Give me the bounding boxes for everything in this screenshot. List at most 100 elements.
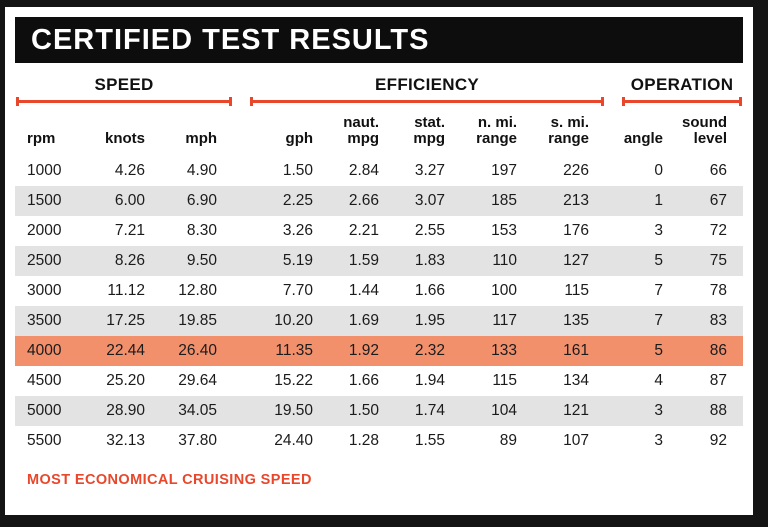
cell-angle: 3 xyxy=(654,432,664,449)
group-bracket-line xyxy=(622,97,743,106)
cell-s_mi_range: 134 xyxy=(563,372,590,389)
column-spacer xyxy=(233,336,250,366)
group-bracket-line xyxy=(16,97,233,106)
cell-rpm: 2500 xyxy=(15,246,79,276)
column-spacer xyxy=(605,216,621,246)
cell-n_mi_range: 185 xyxy=(461,186,534,216)
cell-gph: 24.40 xyxy=(274,432,314,449)
cell-angle: 3 xyxy=(621,396,680,426)
column-header-stat_mpg: stat. mpg xyxy=(413,114,446,147)
cell-mph: 12.80 xyxy=(178,282,218,299)
cell-sound_level: 67 xyxy=(679,186,744,216)
cell-stat_mpg: 1.66 xyxy=(414,282,446,299)
cell-s_mi_range: 213 xyxy=(533,186,606,216)
cell-gph: 2.25 xyxy=(249,186,330,216)
column-spacer xyxy=(605,276,621,306)
cell-rpm: 4500 xyxy=(27,372,62,389)
column-header-rpm: rpm xyxy=(27,130,56,147)
cell-n_mi_range: 153 xyxy=(491,222,518,239)
column-spacer xyxy=(233,75,249,109)
cell-angle: 1 xyxy=(621,186,680,216)
column-spacer xyxy=(605,186,622,216)
table-row: 1000 4.26 4.90 1.50 2.84 3.27 197 226 0 66 xyxy=(15,156,743,186)
cell-knots: 7.21 xyxy=(114,222,145,239)
column-spacer xyxy=(233,396,250,426)
cell-stat_mpg: 1.83 xyxy=(395,246,462,276)
table-head: SPEED EFFICIENCY OPERATION rpm knots mph gph n… xyxy=(15,75,743,156)
cell-naut_mpg: 1.59 xyxy=(329,246,396,276)
cell-stat_mpg: 3.27 xyxy=(414,162,446,179)
cell-mph: 29.64 xyxy=(178,372,218,389)
column-spacer xyxy=(233,246,250,276)
cell-sound_level: 72 xyxy=(709,222,728,239)
page-title: CERTIFIED TEST RESULTS xyxy=(31,23,430,56)
column-spacer xyxy=(233,306,250,336)
column-spacer xyxy=(233,109,249,156)
cell-naut_mpg: 2.66 xyxy=(329,186,396,216)
column-spacer xyxy=(233,186,250,216)
column-spacer xyxy=(605,246,622,276)
table-row: 2000 7.21 8.30 3.26 2.21 2.55 153 176 3 72 xyxy=(15,216,743,246)
column-spacer xyxy=(605,366,621,396)
cell-n_mi_range: 100 xyxy=(491,282,518,299)
column-spacer xyxy=(233,426,249,456)
cell-naut_mpg: 1.50 xyxy=(329,396,396,426)
cell-angle: 0 xyxy=(654,162,664,179)
cell-stat_mpg: 1.74 xyxy=(395,396,462,426)
cell-angle: 7 xyxy=(621,306,680,336)
column-header-gph: gph xyxy=(285,130,314,147)
column-header-sound_level: sound level xyxy=(682,114,728,147)
column-spacer xyxy=(605,156,621,186)
cell-knots: 4.26 xyxy=(114,162,145,179)
cell-angle: 5 xyxy=(621,336,680,366)
table-row: 4500 25.20 29.64 15.22 1.66 1.94 115 134 4 87 xyxy=(15,366,743,396)
cell-n_mi_range: 115 xyxy=(492,372,518,389)
cell-sound_level: 78 xyxy=(709,282,728,299)
group-header-row: SPEED EFFICIENCY OPERATION xyxy=(15,75,743,109)
column-header-mph: mph xyxy=(185,130,218,147)
column-group-label: OPERATION xyxy=(630,75,734,94)
cell-naut_mpg: 1.66 xyxy=(348,372,380,389)
cell-angle: 7 xyxy=(654,282,664,299)
column-spacer xyxy=(233,216,249,246)
cell-mph: 9.50 xyxy=(161,246,234,276)
column-header-naut_mpg: naut. mpg xyxy=(343,114,380,147)
cell-naut_mpg: 2.21 xyxy=(348,222,380,239)
cell-naut_mpg: 1.44 xyxy=(348,282,380,299)
table-row: 2500 8.26 9.50 5.19 1.59 1.83 110 127 5 75 xyxy=(15,246,744,276)
column-header-angle: angle xyxy=(623,130,664,147)
cell-gph: 11.35 xyxy=(249,336,330,366)
results-tbody: 1000 4.26 4.90 1.50 2.84 3.27 197 226 0 66 1500 6.0… xyxy=(15,156,744,456)
cell-s_mi_range: 226 xyxy=(563,162,590,179)
cell-rpm: 5500 xyxy=(27,432,62,449)
column-group-label: EFFICIENCY xyxy=(375,75,480,94)
cell-n_mi_range: 197 xyxy=(491,162,518,179)
cell-stat_mpg: 2.55 xyxy=(414,222,446,239)
table-row: 3000 11.12 12.80 7.70 1.44 1.66 100 115 7 78 xyxy=(15,276,743,306)
column-spacer xyxy=(605,306,622,336)
column-spacer xyxy=(605,336,622,366)
table-row: 4000 22.44 26.40 11.35 1.92 2.32 133 161 5 86 xyxy=(15,336,744,366)
cell-sound_level: 66 xyxy=(709,162,728,179)
cell-stat_mpg: 2.32 xyxy=(395,336,462,366)
cell-s_mi_range: 107 xyxy=(563,432,590,449)
column-spacer xyxy=(605,75,621,109)
cell-knots: 25.20 xyxy=(106,372,145,389)
cell-knots: 8.26 xyxy=(79,246,161,276)
column-header-n_mi_range: n. mi. range xyxy=(476,114,518,147)
cell-sound_level: 75 xyxy=(679,246,744,276)
cell-rpm: 3000 xyxy=(27,282,62,299)
cell-knots: 28.90 xyxy=(79,396,161,426)
cell-rpm: 4000 xyxy=(15,336,79,366)
cell-gph: 15.22 xyxy=(274,372,314,389)
cell-naut_mpg: 2.84 xyxy=(348,162,380,179)
cell-s_mi_range: 127 xyxy=(533,246,606,276)
cell-knots: 6.00 xyxy=(79,186,161,216)
table-row: 3500 17.25 19.85 10.20 1.69 1.95 117 135 7 83 xyxy=(15,306,744,336)
cell-mph: 4.90 xyxy=(186,162,218,179)
cell-s_mi_range: 115 xyxy=(564,282,590,299)
cell-gph: 10.20 xyxy=(249,306,330,336)
cell-stat_mpg: 1.95 xyxy=(395,306,462,336)
cell-sound_level: 87 xyxy=(709,372,728,389)
